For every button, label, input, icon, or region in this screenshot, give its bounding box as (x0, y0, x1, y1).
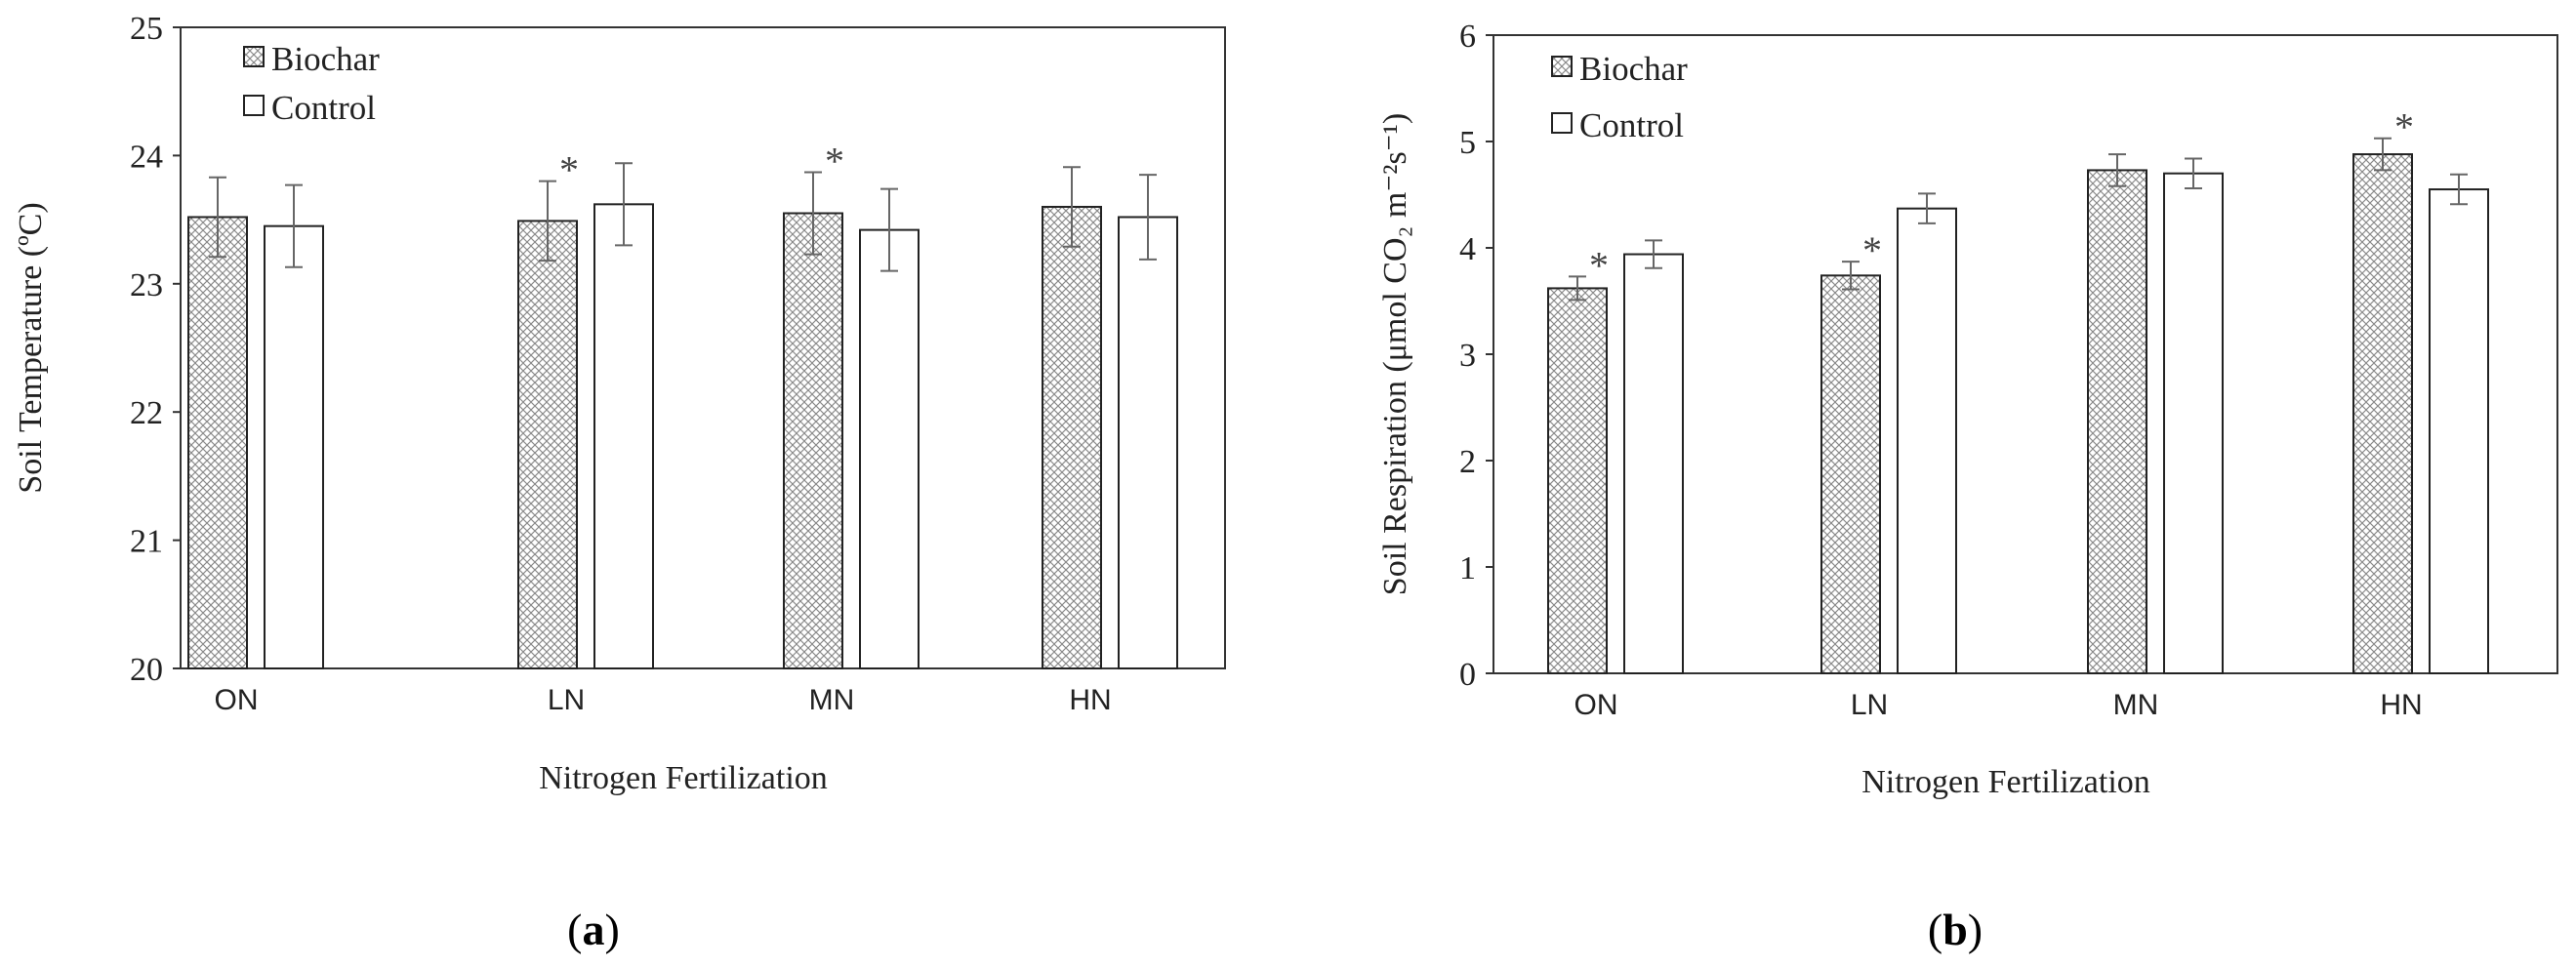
error-bar-control-mn (2185, 157, 2202, 189)
y-tick-label: 3 (1459, 338, 1476, 374)
x-tick-label: ON (215, 684, 259, 716)
y-axis-label: Soil Temperature (ºC) (13, 202, 49, 493)
y-tick-label: 23 (130, 267, 163, 303)
y-tick-label: 0 (1459, 657, 1476, 693)
error-bar-biochar-hn (2374, 137, 2392, 172)
bar-biochar-on (1547, 287, 1608, 674)
bar-control-mn (2163, 172, 2224, 674)
error-bar-control-on (1645, 239, 1662, 269)
legend-swatch-biochar (243, 46, 265, 67)
legend-swatch-biochar (1551, 56, 1573, 77)
error-bar-control-ln (1918, 192, 1936, 224)
bar-control-on (1623, 253, 1684, 674)
x-tick-label: LN (548, 684, 585, 716)
bar-biochar-ln (517, 220, 578, 669)
error-bar-biochar-on (209, 176, 226, 259)
y-tick-label: 5 (1459, 125, 1476, 161)
significance-star: * (2394, 105, 2414, 149)
x-tick-label: MN (2113, 689, 2159, 721)
error-bar-control-hn (2450, 173, 2468, 206)
error-bar-biochar-mn (804, 171, 822, 256)
y-tick-label: 1 (1459, 550, 1476, 586)
chart-a: 20 21 22 23 24 25 ON LN MN HN * * Biochar Control Nitr… (13, 11, 1226, 954)
legend-label-biochar: Biochar (271, 40, 380, 78)
significance-star: * (825, 139, 844, 182)
panel-label: (b) (1928, 905, 1983, 954)
bar-biochar-hn (2352, 153, 2413, 674)
bar-control-mn (859, 228, 920, 669)
panel-label: (a) (567, 905, 620, 954)
error-bar-biochar-hn (1063, 166, 1081, 248)
bar-biochar-ln (1820, 274, 1881, 674)
bar-control-hn (2429, 188, 2489, 675)
y-tick-label: 6 (1459, 19, 1476, 55)
y-tick-label: 25 (130, 11, 163, 47)
error-bar-biochar-mn (2108, 153, 2126, 187)
bar-control-on (264, 224, 324, 669)
significance-star: * (1589, 243, 1609, 287)
error-bar-control-hn (1139, 174, 1157, 261)
bar-biochar-mn (783, 212, 843, 669)
legend-label-control: Control (1579, 106, 1684, 144)
x-tick-label: ON (1574, 689, 1618, 721)
error-bar-control-ln (615, 162, 633, 247)
x-tick-label: MN (809, 684, 855, 716)
y-tick-label: 22 (130, 395, 163, 431)
x-axis-label: Nitrogen Fertilization (1861, 764, 2150, 800)
error-bar-biochar-ln (1842, 261, 1860, 291)
plot-frame (180, 26, 1226, 669)
bar-control-ln (1897, 207, 1957, 674)
chart-b: 0 1 2 3 4 5 6 ON LN MN HN * * * Biochar Control Nitrogen… (1377, 19, 2558, 954)
bar-control-hn (1118, 216, 1178, 670)
bar-control-ln (593, 203, 654, 669)
y-tick-label: 20 (130, 652, 163, 688)
error-bar-biochar-on (1569, 275, 1586, 302)
error-bar-control-mn (880, 187, 898, 272)
x-axis-label: Nitrogen Fertilization (539, 760, 828, 796)
y-tick-label: 21 (130, 524, 163, 560)
error-bar-control-on (285, 183, 303, 268)
bar-biochar-mn (2087, 169, 2147, 674)
error-bar-biochar-ln (539, 180, 556, 262)
significance-star: * (559, 148, 579, 192)
y-axis-label: Soil Respiration (μmol CO₂ m⁻²s⁻¹) (1377, 113, 1413, 595)
y-tick-label: 4 (1459, 231, 1476, 267)
y-tick-label: 2 (1459, 444, 1476, 480)
x-tick-label: HN (2380, 689, 2422, 721)
legend-swatch-control (243, 95, 265, 116)
x-tick-label: HN (1069, 684, 1111, 716)
legend-label-biochar: Biochar (1579, 50, 1688, 88)
legend-swatch-control (1551, 112, 1573, 134)
bar-biochar-on (187, 216, 248, 670)
bar-biochar-hn (1042, 205, 1102, 670)
y-tick-label: 24 (130, 139, 163, 175)
significance-star: * (1862, 228, 1882, 272)
legend-label-control: Control (271, 89, 376, 127)
x-tick-label: LN (1851, 689, 1888, 721)
